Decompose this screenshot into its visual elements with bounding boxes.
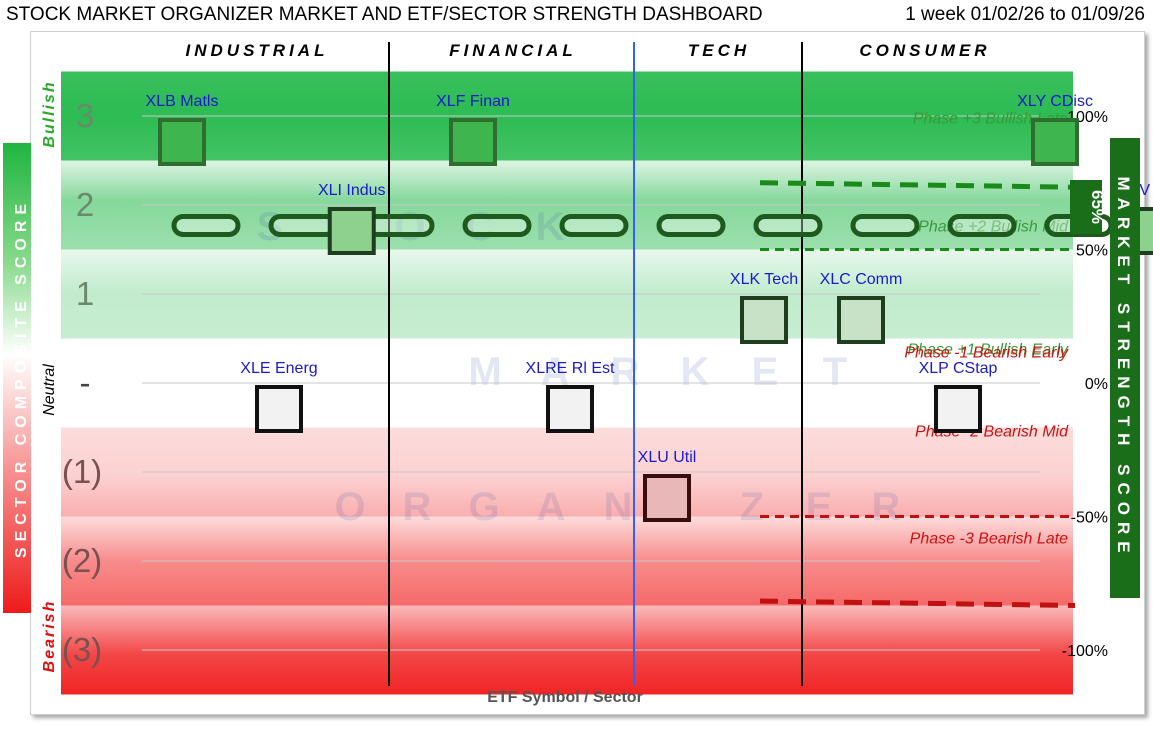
watermark-letter: C — [466, 205, 495, 249]
bearish-label: Bearish — [41, 600, 58, 673]
etf-box — [546, 385, 594, 433]
watermark-letter: O — [334, 485, 365, 529]
market-strength-dash — [365, 213, 435, 237]
y-tick-label: (1) — [62, 453, 102, 490]
watermark-letter: R — [611, 350, 640, 394]
etf-label: XLRE Rl Est — [526, 360, 615, 377]
etf-label: XLI Indus — [318, 182, 386, 199]
y-tick-label: 3 — [76, 97, 94, 134]
watermark-letter: E — [806, 485, 833, 529]
etf-box — [327, 207, 376, 255]
etf-marker-xlk: XLK Tech — [730, 271, 798, 344]
etf-label: XLB Matls — [146, 93, 219, 110]
y-tick-label: (3) — [62, 631, 102, 668]
market-strength-score-label: MARKET STRENGTH SCORE — [1114, 176, 1133, 559]
market-strength-dash — [462, 213, 532, 237]
title-bar: STOCK MARKET ORGANIZER MARKET AND ETF/SE… — [0, 0, 1153, 30]
market-strength-badge: 65% — [1070, 180, 1107, 234]
etf-box — [740, 296, 788, 344]
y-tick-label: - — [80, 364, 91, 401]
group-header-consumer: CONSUMER — [859, 41, 990, 60]
phase-label: Phase -3 Bearish Late — [910, 531, 1068, 548]
market-strength-score-bar — [1110, 138, 1140, 598]
neutral-label: Neutral — [41, 364, 58, 416]
market-strength-value: 65% — [1088, 190, 1107, 224]
y-right-tick-label: -100% — [1062, 643, 1108, 660]
etf-label: XLP CStap — [919, 360, 998, 377]
group-header-tech: TECH — [688, 41, 750, 60]
y-right-tick-label: -50% — [1071, 510, 1108, 527]
phase-label: Phase -1 Bearish Early — [904, 345, 1069, 362]
phase-label: Phase +3 Bullish Late — [913, 111, 1068, 128]
market-strength-box — [1070, 180, 1102, 234]
etf-label: XLY CDisc — [1017, 93, 1093, 110]
etf-label: XLF Finan — [436, 93, 510, 110]
watermark-letter: E — [752, 350, 779, 394]
market-strength-dash — [753, 213, 823, 237]
phase-label: Phase +1 Bullish Early — [907, 342, 1069, 359]
etf-label: XLU Util — [638, 449, 697, 466]
etf-label: XLE Energ — [240, 360, 317, 377]
watermark-letter: O — [394, 205, 425, 249]
group-header-industrial: INDUSTRIAL — [186, 41, 329, 60]
date-range: 1 week 01/02/26 to 01/09/26 — [905, 4, 1145, 25]
watermark-letter: T — [823, 350, 847, 394]
etf-box — [643, 474, 691, 522]
etf-marker-xlb: XLB Matls — [146, 93, 219, 166]
y-tick-label: 2 — [76, 186, 94, 223]
market-strength-dash — [268, 213, 338, 237]
market-strength-dash — [171, 213, 241, 237]
dashboard-title: STOCK MARKET ORGANIZER MARKET AND ETF/SE… — [6, 4, 763, 25]
etf-box — [837, 296, 885, 344]
watermark-letter: R — [403, 485, 432, 529]
composite-score-strip — [3, 143, 31, 613]
etf-marker-xlp: XLP CStap — [919, 360, 998, 433]
group-header-financial: FINANCIAL — [449, 41, 577, 60]
etf-marker-xlre: XLRE Rl Est — [526, 360, 615, 433]
etf-label: XLC Comm — [820, 271, 903, 288]
market-strength-dash — [947, 213, 1017, 237]
etf-marker-xlc: XLC Comm — [820, 271, 903, 344]
etf-marker-xli: XLI Indus — [318, 182, 386, 255]
watermark-letter: N — [604, 485, 633, 529]
etf-box — [934, 385, 982, 433]
market-strength-dash — [559, 213, 629, 237]
etf-box — [1031, 118, 1079, 166]
market-strength-dash — [656, 213, 726, 237]
etf-marker-xle: XLE Energ — [240, 360, 318, 433]
watermark-letter: K — [681, 350, 710, 394]
watermark-letter: G — [468, 485, 499, 529]
composite-score-label: SECTOR COMPOSITE SCORE — [13, 198, 30, 558]
y-right-tick-label: 50% — [1076, 243, 1108, 260]
y-tick-label: 1 — [76, 275, 94, 312]
etf-label: XLK Tech — [730, 271, 798, 288]
etf-marker-xlu: XLU Util — [638, 449, 697, 522]
upper-threshold-line — [759, 180, 1076, 190]
etf-marker-xlf: XLF Finan — [436, 93, 510, 166]
etf-box — [158, 118, 206, 166]
etf-marker-xly: XLY CDisc — [1017, 93, 1093, 166]
y-tick-label: (2) — [62, 542, 102, 579]
y-right-tick-label: 0% — [1085, 376, 1108, 393]
watermark-letter: R — [872, 485, 901, 529]
x-axis-label: ETF Symbol / Sector — [487, 689, 643, 706]
lower-threshold-line — [759, 598, 1076, 608]
etf-box — [255, 385, 303, 433]
watermark-letter: A — [537, 485, 566, 529]
etf-box — [449, 118, 497, 166]
watermark-letter: Z — [740, 485, 764, 529]
bullish-label: Bullish — [41, 80, 58, 147]
watermark-letter: M — [468, 350, 501, 394]
market-strength-dash — [850, 213, 920, 237]
